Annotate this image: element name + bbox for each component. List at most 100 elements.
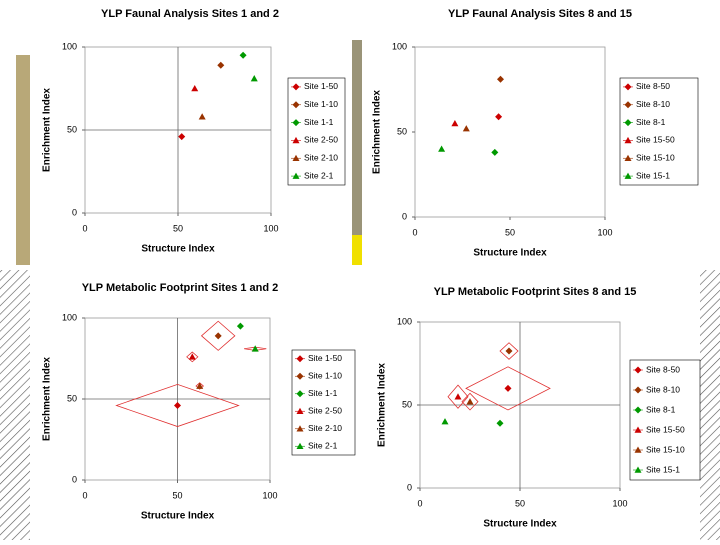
legend-marker [292, 136, 300, 144]
legend-marker [634, 386, 642, 394]
point [198, 113, 206, 120]
legend-label: Site 2-10 [308, 423, 342, 433]
legend-marker [292, 83, 300, 91]
y-tick-label: 100 [397, 316, 412, 326]
footprint [499, 342, 519, 360]
legend-label: Site 8-50 [646, 364, 680, 374]
y-tick-label: 100 [62, 41, 77, 51]
footprint [186, 351, 199, 363]
x-tick-label: 100 [262, 490, 277, 500]
legend-label: Site 1-50 [308, 353, 342, 363]
legend-marker [624, 172, 632, 179]
y-axis-label: Enrichment Index [372, 90, 383, 174]
legend-label: Site 8-50 [636, 81, 670, 91]
x-tick-label: 0 [82, 490, 87, 500]
point [196, 382, 204, 389]
legend-label: Site 2-1 [308, 441, 338, 451]
legend-label: Site 1-10 [308, 371, 342, 381]
point [251, 345, 259, 352]
y-tick-label: 100 [62, 312, 77, 322]
y-tick-label: 50 [67, 393, 77, 403]
y-tick-label: 50 [397, 126, 407, 136]
point [454, 393, 462, 400]
point [451, 120, 459, 127]
photo-strip [16, 55, 30, 265]
x-tick-label: 0 [82, 223, 87, 233]
x-tick-label: 50 [515, 498, 525, 508]
x-axis-label: Structure Index [141, 244, 215, 255]
legend-label: Site 2-50 [304, 135, 338, 145]
y-tick-label: 0 [402, 211, 407, 221]
y-tick-label: 0 [72, 207, 77, 217]
legend [287, 77, 346, 186]
y-tick-label: 0 [72, 474, 77, 484]
y-axis-label: Enrichment Index [42, 88, 53, 172]
footprint [461, 392, 479, 411]
hatch-left [0, 270, 30, 540]
x-tick-label: 0 [412, 227, 417, 237]
x-tick-label: 100 [612, 498, 627, 508]
legend-label: Site 1-50 [304, 81, 338, 91]
legend-label: Site 15-10 [636, 153, 675, 163]
legend-marker [634, 426, 642, 433]
legend-marker [296, 372, 304, 380]
point [188, 353, 196, 360]
x-tick-label: 100 [263, 223, 278, 233]
point [505, 347, 513, 355]
legend-marker [296, 442, 304, 450]
legend-label: Site 2-10 [304, 153, 338, 163]
legend-marker [624, 83, 632, 91]
point [250, 75, 258, 82]
legend-label: Site 8-10 [646, 384, 680, 394]
legend-marker [634, 406, 642, 414]
legend-marker [634, 466, 642, 473]
legend-marker [292, 101, 300, 109]
y-tick-label: 50 [67, 124, 77, 134]
photo-strip [352, 40, 362, 265]
legend-label: Site 15-50 [646, 424, 685, 434]
footprint [115, 383, 240, 427]
legend [629, 359, 701, 481]
legend-marker [296, 355, 304, 363]
footprint [465, 366, 551, 411]
hatch-right [700, 270, 720, 540]
legend-marker [634, 366, 642, 374]
legend-label: Site 15-1 [646, 464, 680, 474]
legend-marker [296, 407, 304, 415]
point [178, 133, 186, 141]
legend-label: Site 8-10 [636, 99, 670, 109]
legend-label: Site 1-10 [304, 99, 338, 109]
x-axis-label: Structure Index [483, 519, 557, 530]
legend [291, 349, 356, 456]
legend-label: Site 2-50 [308, 406, 342, 416]
point [191, 85, 199, 92]
y-axis-label: Enrichment Index [42, 357, 53, 441]
x-axis-label: Structure Index [473, 248, 547, 259]
x-tick-label: 100 [597, 227, 612, 237]
legend-label: Site 8-1 [646, 404, 676, 414]
legend-marker [296, 425, 304, 432]
chart-title: YLP Metabolic Footprint Sites 8 and 15 [434, 286, 637, 298]
legend-label: Site 15-1 [636, 170, 670, 180]
chart-title: YLP Metabolic Footprint Sites 1 and 2 [82, 282, 279, 294]
y-tick-label: 0 [407, 482, 412, 492]
point [497, 75, 504, 83]
legend-marker [624, 154, 632, 162]
x-tick-label: 0 [417, 498, 422, 508]
point [462, 125, 470, 132]
legend-label: Site 8-1 [636, 117, 666, 127]
legend-label: Site 15-10 [646, 444, 685, 454]
point [466, 398, 474, 405]
legend-marker [296, 390, 304, 398]
legend-marker [624, 101, 632, 109]
point [496, 419, 504, 427]
point [214, 332, 222, 340]
point [217, 61, 225, 69]
chart-title: YLP Faunal Analysis Sites 1 and 2 [101, 8, 279, 20]
point [236, 322, 244, 330]
point [438, 145, 446, 152]
x-tick-label: 50 [172, 490, 182, 500]
legend-marker [624, 119, 632, 127]
legend-label: Site 1-1 [308, 388, 338, 398]
